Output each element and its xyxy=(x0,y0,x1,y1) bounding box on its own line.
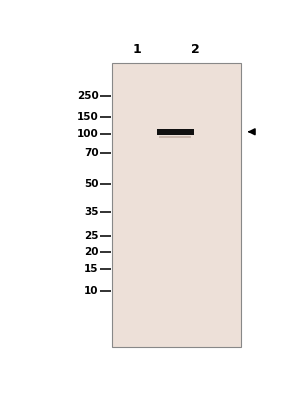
Text: 20: 20 xyxy=(84,247,99,257)
Text: 100: 100 xyxy=(77,129,99,139)
Text: 70: 70 xyxy=(84,148,99,158)
Text: 35: 35 xyxy=(84,207,99,217)
Text: 15: 15 xyxy=(84,264,99,274)
Text: 10: 10 xyxy=(84,286,99,296)
Text: 2: 2 xyxy=(190,43,199,56)
Text: 1: 1 xyxy=(133,43,141,56)
Text: 50: 50 xyxy=(84,179,99,189)
Bar xyxy=(159,136,191,138)
Bar xyxy=(159,130,191,132)
Text: 25: 25 xyxy=(84,232,99,242)
Text: 150: 150 xyxy=(77,112,99,122)
Bar xyxy=(112,64,241,347)
Bar xyxy=(157,129,194,134)
Text: 250: 250 xyxy=(77,91,99,101)
